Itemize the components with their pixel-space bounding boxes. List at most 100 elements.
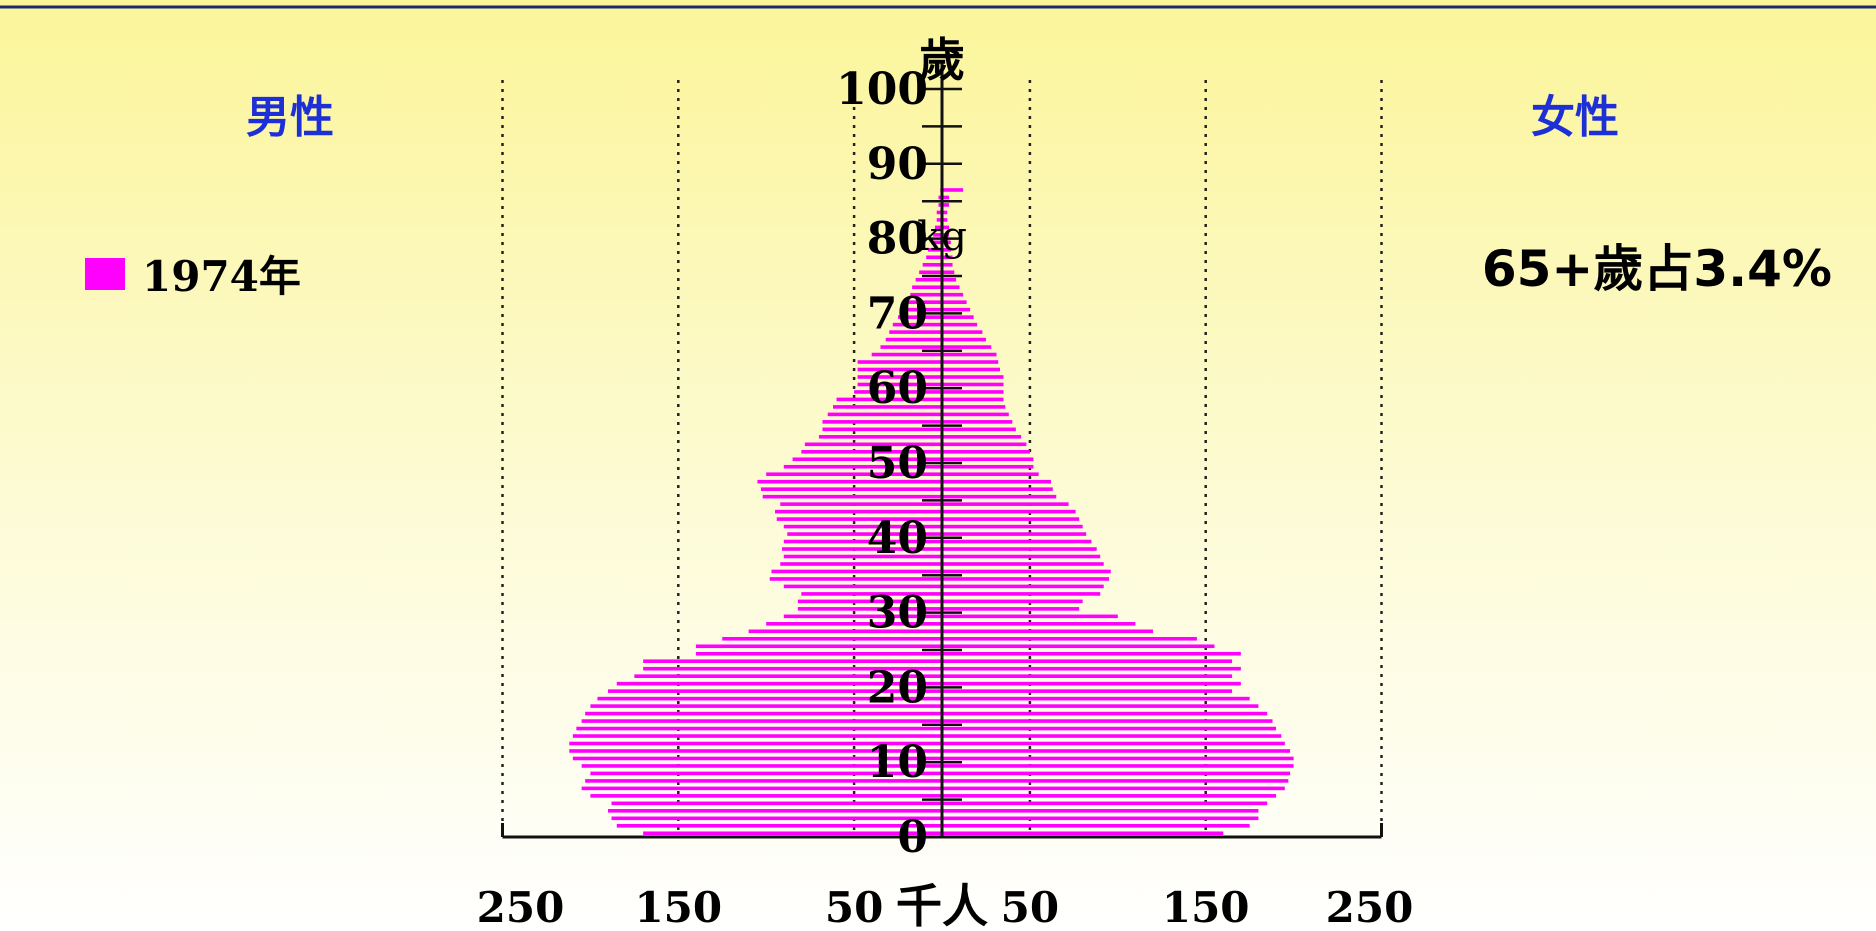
male-bar-age-63 bbox=[857, 360, 942, 364]
male-bar-age-35 bbox=[771, 569, 942, 574]
male-bar-age-49 bbox=[783, 464, 942, 469]
male-bar-age-4 bbox=[611, 801, 942, 806]
female-bar-age-30 bbox=[942, 607, 1080, 611]
female-bar-age-31 bbox=[942, 599, 1083, 604]
male-bar-age-9 bbox=[581, 764, 942, 768]
female-bar-age-10 bbox=[942, 756, 1294, 761]
elderly-share-annotation: 65+歲占3.4% bbox=[1482, 240, 1832, 298]
male-bar-age-85 bbox=[938, 195, 942, 200]
male-bar-age-11 bbox=[569, 749, 942, 753]
male-bar-age-69 bbox=[898, 315, 942, 319]
male-bar-age-52 bbox=[804, 442, 942, 447]
female-bar-age-59 bbox=[942, 390, 1004, 394]
male-label: 男性 bbox=[246, 92, 334, 143]
male-bar-age-76 bbox=[922, 262, 942, 267]
male-bar-age-20 bbox=[616, 681, 942, 686]
female-bar-age-76 bbox=[942, 262, 953, 267]
male-bar-age-17 bbox=[590, 704, 942, 708]
male-bar-age-47 bbox=[757, 479, 942, 484]
female-bar-age-41 bbox=[942, 524, 1083, 529]
female-bar-age-24 bbox=[942, 651, 1241, 656]
male-bar-age-16 bbox=[585, 711, 942, 716]
male-bar-age-58 bbox=[836, 397, 942, 402]
male-bar-age-62 bbox=[857, 367, 942, 372]
male-bar-age-42 bbox=[776, 517, 942, 521]
male-bar-age-72 bbox=[910, 292, 942, 297]
female-bar-age-5 bbox=[942, 794, 1277, 798]
female-bar-age-39 bbox=[942, 539, 1092, 544]
female-bar-age-62 bbox=[942, 367, 1001, 372]
female-bar-age-3 bbox=[942, 809, 1259, 813]
x-label-1: 150 bbox=[634, 883, 722, 931]
male-bar-age-40 bbox=[787, 532, 942, 536]
male-bar-age-10 bbox=[572, 756, 942, 761]
male-bar-age-43 bbox=[774, 509, 942, 514]
female-bar-age-47 bbox=[942, 479, 1051, 484]
male-bar-age-7 bbox=[585, 779, 942, 783]
female-bar-age-82 bbox=[942, 218, 948, 222]
female-bar-age-84 bbox=[942, 203, 950, 207]
age-label-30: 30 bbox=[867, 588, 928, 639]
male-bar-age-24 bbox=[695, 651, 942, 656]
female-bar-age-42 bbox=[942, 517, 1080, 521]
x-axis-unit: 千人 bbox=[896, 879, 988, 931]
female-bar-age-11 bbox=[942, 749, 1291, 753]
male-bar-age-44 bbox=[780, 502, 942, 506]
female-bar-age-65 bbox=[942, 345, 992, 349]
male-bar-age-64 bbox=[871, 352, 942, 357]
female-bar-age-66 bbox=[942, 337, 986, 342]
female-bar-age-29 bbox=[942, 614, 1118, 619]
male-bar-age-45 bbox=[762, 494, 942, 499]
male-bar-age-29 bbox=[783, 614, 942, 619]
female-bar-age-58 bbox=[942, 397, 1004, 402]
x-tick-labels: 250 150 50 50 150 250 bbox=[477, 883, 1414, 931]
x-label-3: 50 bbox=[1001, 883, 1059, 931]
female-bar-age-19 bbox=[942, 689, 1233, 693]
female-bar-age-56 bbox=[942, 412, 1009, 417]
female-bar-age-26 bbox=[942, 636, 1197, 641]
female-bar-age-32 bbox=[942, 592, 1101, 596]
male-bar-age-8 bbox=[590, 771, 942, 776]
male-bar-age-37 bbox=[783, 554, 942, 559]
age-label-90: 90 bbox=[867, 139, 928, 190]
female-bar-age-23 bbox=[942, 659, 1233, 664]
male-bar-age-1 bbox=[616, 823, 942, 828]
male-bar-age-18 bbox=[597, 696, 942, 701]
male-bar-age-0 bbox=[643, 831, 942, 836]
female-bar-age-33 bbox=[942, 584, 1104, 589]
x-label-2: 50 bbox=[825, 883, 883, 931]
x-label-4: 150 bbox=[1162, 883, 1250, 931]
male-bar-age-3 bbox=[607, 809, 942, 813]
male-bar-age-55 bbox=[822, 420, 942, 424]
legend-label: 1974年 bbox=[142, 252, 301, 301]
male-bar-age-61 bbox=[857, 375, 942, 379]
female-bar-age-54 bbox=[942, 427, 1016, 432]
pyramid-bars bbox=[569, 188, 1294, 836]
male-bar-age-78 bbox=[927, 248, 942, 252]
female-bar-age-17 bbox=[942, 704, 1259, 708]
age-axis-unit: 歲 bbox=[919, 33, 965, 87]
male-bar-age-36 bbox=[780, 562, 942, 566]
male-bar-age-39 bbox=[783, 539, 942, 544]
male-bar-age-56 bbox=[827, 412, 942, 417]
male-bar-age-66 bbox=[885, 337, 942, 342]
male-bar-age-67 bbox=[889, 330, 942, 334]
male-bar-age-31 bbox=[797, 599, 942, 604]
female-bar-age-78 bbox=[942, 248, 951, 252]
male-bar-age-79 bbox=[931, 240, 942, 245]
female-bar-age-37 bbox=[942, 554, 1101, 559]
female-label: 女性 bbox=[1531, 92, 1619, 143]
female-bar-age-14 bbox=[942, 726, 1277, 731]
male-bar-age-6 bbox=[581, 786, 942, 791]
male-bar-age-60 bbox=[857, 382, 942, 387]
male-bar-age-51 bbox=[801, 449, 942, 454]
female-bar-age-57 bbox=[942, 405, 1006, 409]
female-bar-age-68 bbox=[942, 322, 978, 327]
female-bar-age-86 bbox=[942, 188, 964, 192]
male-bar-age-27 bbox=[748, 629, 942, 634]
female-bar-age-9 bbox=[942, 764, 1294, 768]
female-bar-age-81 bbox=[942, 225, 950, 230]
female-bar-age-61 bbox=[942, 375, 1004, 379]
female-bar-age-7 bbox=[942, 779, 1289, 783]
